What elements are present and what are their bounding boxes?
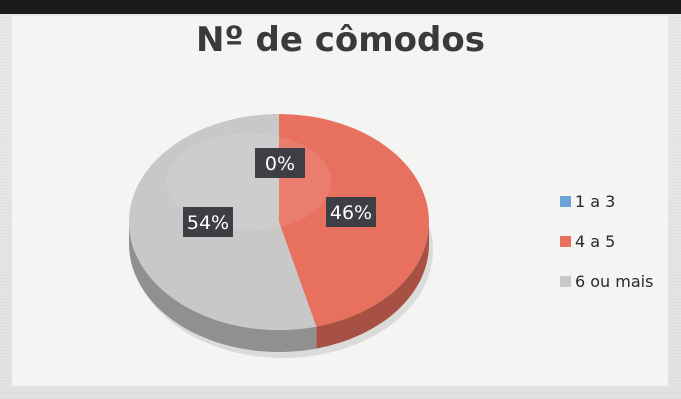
legend-label: 6 ou mais xyxy=(575,271,654,291)
legend-swatch xyxy=(560,275,571,287)
data-label-1: 46% xyxy=(330,202,372,224)
legend-item-1a3: 1 a 3 xyxy=(560,190,675,212)
chart-legend: 1 a 3 4 a 5 6 ou mais xyxy=(560,190,675,310)
data-label-2: 54% xyxy=(187,212,229,234)
cropped-heading-strip xyxy=(0,0,681,14)
data-label-box-1 xyxy=(326,197,376,227)
legend-item-6oumais: 6 ou mais xyxy=(560,270,675,292)
legend-swatch xyxy=(560,195,571,207)
legend-swatch xyxy=(560,235,571,247)
legend-item-4a5: 4 a 5 xyxy=(560,230,675,252)
data-label-box-0 xyxy=(255,148,305,178)
chart-title: Nº de cômodos xyxy=(196,20,485,60)
legend-label: 1 a 3 xyxy=(575,191,616,211)
pie-side-2 xyxy=(129,222,317,352)
pie-side-1 xyxy=(316,222,430,349)
legend-label: 4 a 5 xyxy=(575,231,616,251)
data-label-0: 0% xyxy=(265,153,295,175)
data-label-box-2 xyxy=(183,207,233,237)
